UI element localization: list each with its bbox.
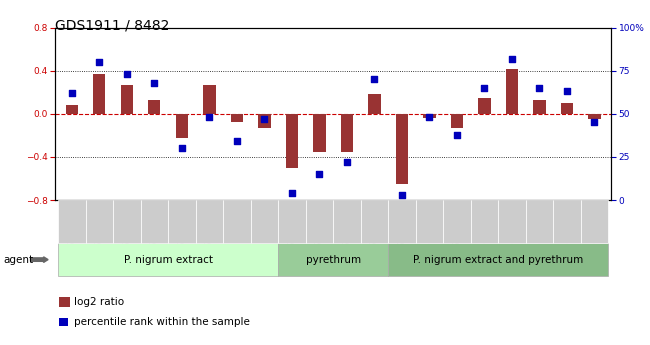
Text: P. nigrum extract: P. nigrum extract <box>124 255 213 265</box>
Text: percentile rank within the sample: percentile rank within the sample <box>74 317 250 327</box>
Text: P. nigrum extract and pyrethrum: P. nigrum extract and pyrethrum <box>413 255 583 265</box>
Point <box>149 80 159 86</box>
Bar <box>176 114 188 138</box>
Bar <box>478 98 491 114</box>
Text: agent: agent <box>3 255 33 265</box>
Point <box>259 116 270 122</box>
Bar <box>396 114 408 184</box>
Point <box>122 71 132 77</box>
Point <box>534 85 545 91</box>
Point <box>177 146 187 151</box>
Point <box>562 89 572 94</box>
Bar <box>93 74 105 114</box>
Bar <box>561 103 573 114</box>
Point <box>396 192 407 198</box>
Point <box>507 56 517 61</box>
Bar <box>121 85 133 114</box>
Point <box>479 85 489 91</box>
Bar <box>506 69 518 114</box>
Point <box>204 115 214 120</box>
Text: log2 ratio: log2 ratio <box>74 297 124 307</box>
Point <box>590 120 600 125</box>
Point <box>287 190 297 196</box>
Bar <box>313 114 326 151</box>
Point <box>94 59 105 65</box>
Point <box>424 115 435 120</box>
Bar <box>148 100 161 114</box>
Bar <box>341 114 353 151</box>
Bar <box>231 114 243 122</box>
Point <box>369 77 380 82</box>
Bar <box>423 114 436 118</box>
Bar <box>450 114 463 128</box>
Bar <box>258 114 270 128</box>
Point <box>231 139 242 144</box>
Bar <box>368 95 381 114</box>
Bar <box>285 114 298 168</box>
Point <box>342 159 352 165</box>
Point <box>66 90 77 96</box>
Text: pyrethrum: pyrethrum <box>306 255 361 265</box>
Bar <box>533 100 545 114</box>
Point <box>452 132 462 137</box>
Text: GDS1911 / 8482: GDS1911 / 8482 <box>55 19 170 33</box>
Point <box>314 171 324 177</box>
Bar <box>588 114 601 119</box>
Bar <box>203 85 216 114</box>
Bar <box>66 105 78 114</box>
